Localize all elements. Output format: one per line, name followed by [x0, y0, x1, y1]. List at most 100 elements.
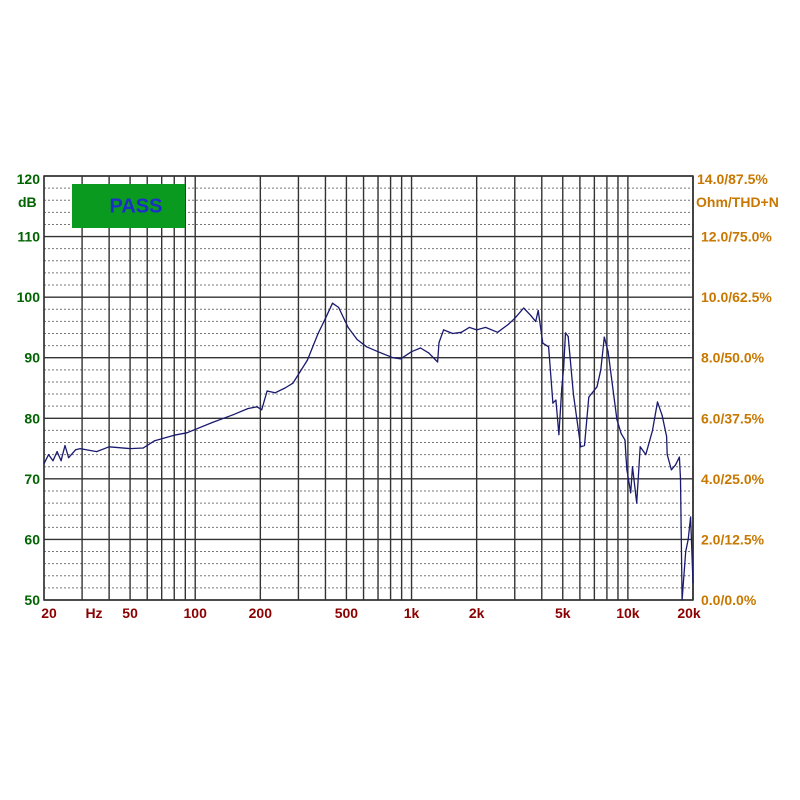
right-tick-label: 12.0/75.0%	[701, 229, 772, 245]
left-tick-label: 120	[17, 171, 41, 187]
right-tick-label: 0.0/0.0%	[701, 592, 757, 608]
data-point	[317, 332, 319, 335]
plot-border	[43, 175, 694, 601]
left-tick-label: 110	[17, 229, 40, 245]
bottom-axis-labels: 20 50 100 200 500 1k 2k 5k 10k 20k	[41, 605, 701, 621]
data-point	[284, 387, 286, 389]
data-point	[636, 502, 638, 504]
data-point	[555, 399, 557, 401]
data-point	[645, 454, 647, 456]
data-point	[274, 392, 276, 394]
data-point	[626, 469, 628, 471]
data-point	[377, 351, 379, 353]
right-tick-label: 10.0/62.5%	[701, 289, 772, 305]
data-point	[665, 435, 668, 438]
data-point	[64, 444, 66, 447]
data-point	[580, 446, 582, 448]
response-curve	[43, 302, 694, 601]
data-point	[542, 342, 544, 344]
data-point	[564, 332, 567, 334]
data-point	[497, 331, 499, 333]
data-point	[366, 346, 368, 348]
data-point	[603, 336, 605, 338]
data-point	[661, 414, 663, 416]
data-point	[331, 302, 334, 304]
data-point	[129, 447, 131, 450]
data-point	[681, 599, 683, 601]
grid	[43, 175, 694, 601]
x-tick-label: 20k	[677, 605, 701, 621]
data-point	[108, 446, 110, 448]
data-point	[428, 352, 430, 354]
right-axis-labels: 14.0/87.5% 12.0/75.0% 10.0/62.5% 8.0/50.0% 6…	[697, 171, 772, 608]
data-point	[68, 457, 70, 459]
data-point	[452, 332, 454, 335]
data-point	[437, 361, 439, 363]
x-tick-label: 200	[249, 605, 273, 621]
x-tick-label: 500	[335, 605, 359, 621]
data-point	[79, 447, 81, 450]
data-point	[485, 326, 487, 329]
data-point	[600, 369, 602, 371]
data-point	[247, 407, 249, 410]
data-point	[552, 402, 554, 404]
x-tick-label: 5k	[555, 605, 571, 621]
data-point	[596, 386, 598, 388]
x-tick-label: 100	[184, 605, 208, 621]
data-point	[678, 456, 680, 458]
data-point	[625, 456, 627, 458]
data-point	[651, 429, 654, 431]
data-point	[620, 432, 622, 435]
data-point	[630, 492, 632, 494]
left-tick-label: 60	[24, 531, 40, 547]
data-point	[460, 331, 462, 333]
data-point	[211, 421, 213, 424]
data-point	[583, 444, 586, 447]
data-point	[529, 314, 532, 316]
right-tick-label: 4.0/25.0%	[701, 471, 765, 487]
right-tick-label: 2.0/12.5%	[701, 531, 765, 547]
left-axis-labels: 120 110 100 90 80 70 60 50	[17, 171, 41, 608]
data-point	[567, 335, 569, 338]
data-point	[43, 463, 45, 465]
data-point	[690, 516, 692, 518]
right-tick-label: 6.0/37.5%	[701, 410, 765, 426]
data-point	[419, 347, 422, 349]
left-tick-label: 70	[24, 471, 40, 487]
data-point	[692, 582, 694, 584]
data-point	[337, 306, 340, 309]
data-point	[639, 446, 641, 448]
data-point	[442, 329, 445, 331]
data-point	[399, 358, 402, 360]
data-point	[666, 454, 668, 456]
left-tick-label: 80	[24, 410, 40, 426]
data-point	[476, 329, 478, 331]
data-point	[56, 451, 58, 453]
data-point	[535, 320, 537, 322]
data-point	[561, 387, 563, 389]
data-point	[392, 357, 394, 359]
pass-badge-label: PASS	[110, 195, 163, 217]
data-point	[52, 460, 54, 462]
x-tick-label: 10k	[616, 605, 640, 621]
data-point	[631, 466, 634, 468]
data-point	[588, 396, 590, 398]
data-point	[347, 326, 349, 329]
data-point	[687, 538, 689, 541]
data-point	[468, 326, 470, 329]
x-axis-unit: Hz	[85, 605, 102, 621]
data-point	[674, 464, 677, 466]
data-point	[537, 309, 539, 312]
pass-badge-background	[72, 184, 185, 228]
data-point	[75, 449, 77, 451]
data-point	[616, 418, 618, 421]
data-point	[95, 451, 98, 453]
data-point	[356, 338, 358, 341]
data-point	[514, 317, 516, 319]
x-tick-label: 50	[122, 605, 138, 621]
data-point	[292, 382, 294, 384]
data-point	[60, 460, 62, 462]
data-point	[670, 469, 673, 471]
left-axis-unit: dB	[18, 194, 37, 210]
